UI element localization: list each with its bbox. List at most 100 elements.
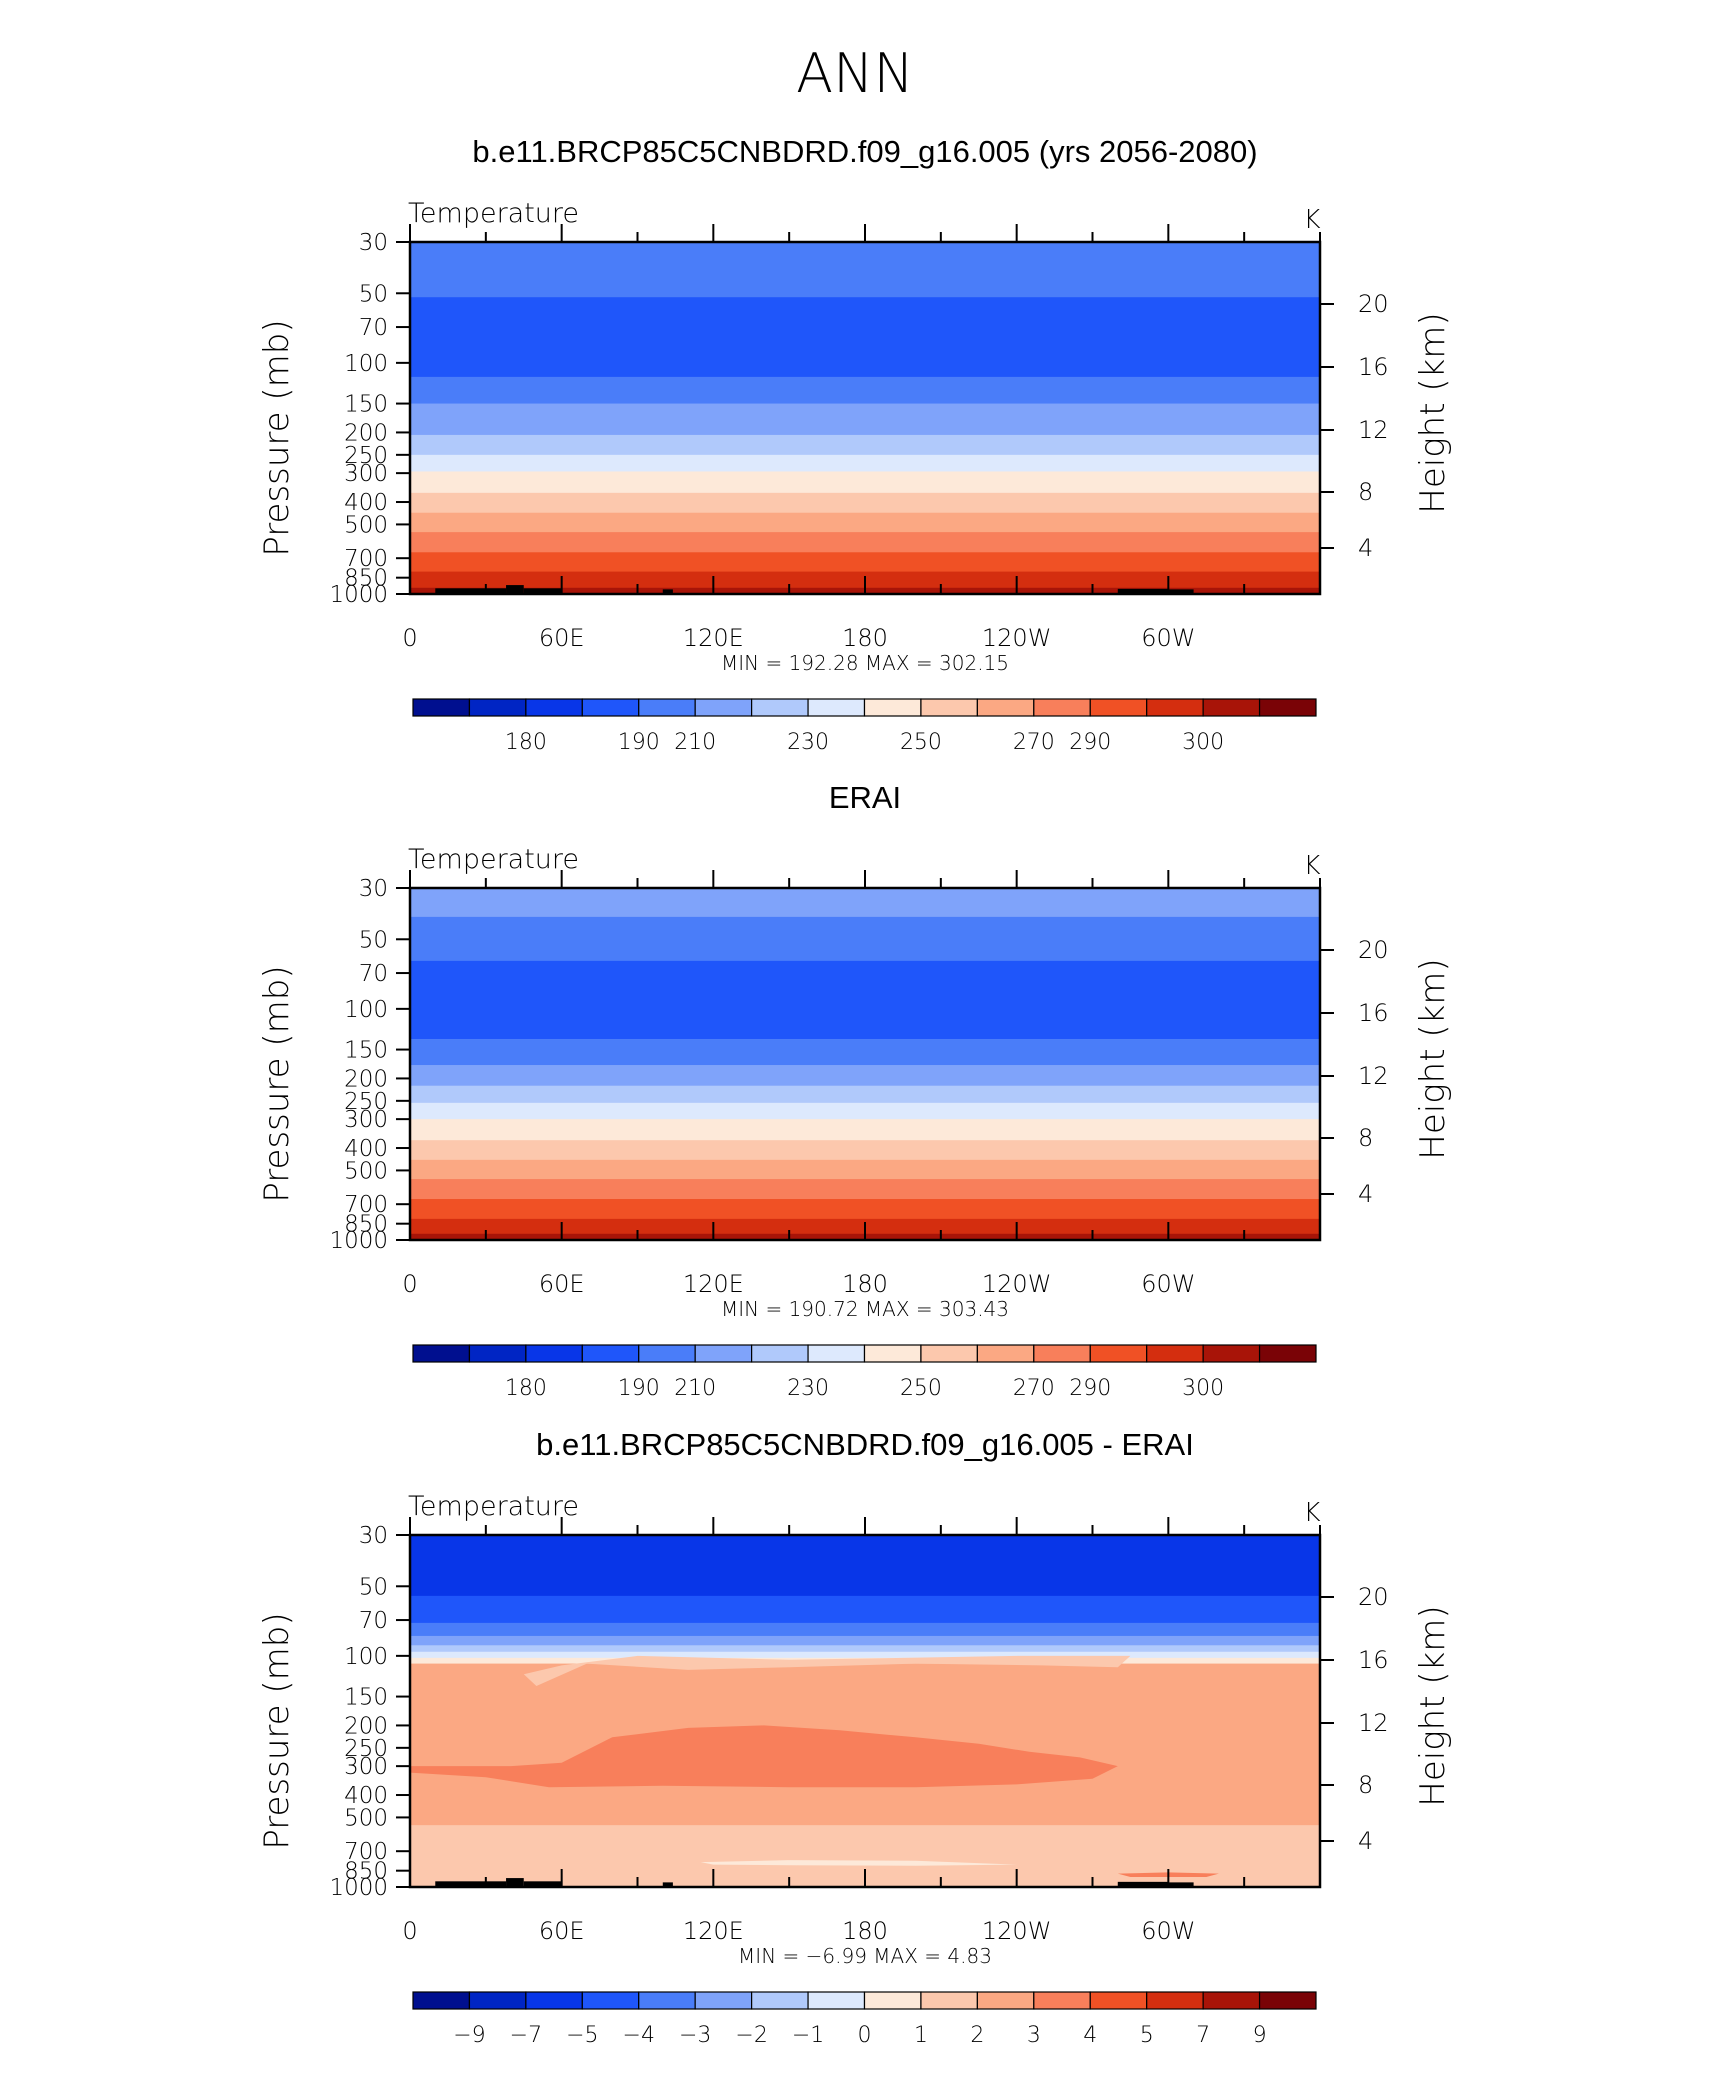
colorbar-box bbox=[412, 1991, 471, 2010]
colorbar-box bbox=[581, 698, 640, 717]
contour-band bbox=[410, 1159, 1320, 1180]
y-axis-label: Pressure (mb) bbox=[257, 1612, 297, 1849]
contour-band bbox=[410, 1038, 1320, 1066]
contour-band bbox=[410, 1622, 1320, 1637]
y-tick-label: 50 bbox=[359, 1574, 388, 1600]
colorbar-box bbox=[1033, 698, 1091, 717]
x-tick-label: 0 bbox=[402, 624, 417, 652]
panel-title: ERAI bbox=[829, 780, 901, 815]
terrain-mask bbox=[1117, 1881, 1169, 1887]
y-tick-label: 30 bbox=[359, 876, 388, 902]
y-tick-label: 850 bbox=[344, 566, 388, 592]
panel-2: ERAI Temperature K 0 60E 120E 180 120W 60W 30 50 70… bbox=[257, 780, 1453, 1401]
y-tick-label: 700 bbox=[344, 1192, 388, 1218]
colorbar-box bbox=[1202, 1344, 1261, 1363]
x-tick-label: 60E bbox=[539, 1917, 585, 1945]
colorbar-label: −7 bbox=[510, 2023, 542, 2048]
terrain-mask bbox=[523, 1881, 562, 1887]
terrain-mask bbox=[1117, 588, 1169, 594]
y2-tick-label: 8 bbox=[1358, 478, 1373, 506]
y2-tick-label: 4 bbox=[1358, 1180, 1373, 1208]
contour-band bbox=[410, 1535, 1320, 1597]
y-tick-label: 70 bbox=[359, 315, 388, 341]
plot-area bbox=[410, 1535, 1320, 1887]
colorbar-box bbox=[468, 698, 527, 717]
y-tick-label: 150 bbox=[344, 1685, 388, 1711]
y2-tick-label: 12 bbox=[1358, 416, 1389, 444]
min-max-stats: MIN = 192.28 MAX = 302.15 bbox=[721, 651, 1009, 675]
colorbar-box bbox=[1033, 1991, 1091, 2010]
colorbar-label: 2 bbox=[970, 2023, 984, 2048]
colorbar-box bbox=[976, 698, 1035, 717]
y-tick-label: 300 bbox=[344, 1107, 388, 1133]
colorbar-box bbox=[863, 1344, 922, 1363]
panels: b.e11.BRCP85C5CNBDRD.f09_g16.005 (yrs 20… bbox=[257, 134, 1453, 2048]
colorbar-label: 190 bbox=[618, 1376, 660, 1401]
colorbar-box bbox=[807, 1344, 866, 1363]
contour-band bbox=[410, 552, 1320, 573]
x-tick-label: 120W bbox=[982, 624, 1052, 652]
contour-band bbox=[410, 297, 1320, 378]
colorbar-label: 250 bbox=[900, 730, 942, 755]
contour-band bbox=[410, 1085, 1320, 1104]
y2-tick-label: 12 bbox=[1358, 1709, 1389, 1737]
colorbar-box bbox=[1146, 1344, 1204, 1363]
colorbar-box bbox=[525, 1991, 583, 2010]
colorbar-label: 300 bbox=[1182, 730, 1224, 755]
colorbar-box bbox=[1202, 1991, 1261, 2010]
colorbar-box bbox=[638, 1344, 696, 1363]
y-tick-label: 50 bbox=[359, 927, 388, 953]
colorbar-label: 300 bbox=[1182, 1376, 1224, 1401]
y-tick-label: 200 bbox=[344, 1713, 388, 1739]
contour-band bbox=[410, 1635, 1320, 1646]
contour-band bbox=[410, 471, 1320, 494]
y-tick-label: 150 bbox=[344, 1038, 388, 1064]
units-label: K bbox=[1303, 851, 1320, 881]
contour-band bbox=[410, 1179, 1320, 1200]
y-tick-label: 100 bbox=[344, 351, 388, 377]
colorbar-label: 270 bbox=[1013, 1376, 1055, 1401]
colorbar-label: −2 bbox=[735, 2023, 767, 2048]
colorbar-label: 190 bbox=[618, 730, 660, 755]
x-tick-label: 60E bbox=[539, 1270, 585, 1298]
y-tick-label: 1000 bbox=[329, 582, 388, 608]
y-tick-label: 200 bbox=[344, 420, 388, 446]
y-tick-label: 70 bbox=[359, 961, 388, 987]
contour-band bbox=[410, 242, 1320, 298]
colorbar-box bbox=[581, 1344, 640, 1363]
y2-tick-label: 4 bbox=[1358, 1827, 1373, 1855]
colorbar-box bbox=[525, 698, 583, 717]
colorbar-box bbox=[1202, 698, 1261, 717]
panel-title: b.e11.BRCP85C5CNBDRD.f09_g16.005 (yrs 20… bbox=[472, 134, 1257, 169]
colorbar-label: 1 bbox=[914, 2023, 928, 2048]
y-tick-label: 400 bbox=[344, 490, 388, 516]
contour-band bbox=[410, 512, 1320, 533]
y-tick-label: 400 bbox=[344, 1136, 388, 1162]
y2-axis-label: Height (km) bbox=[1413, 312, 1453, 513]
x-tick-label: 120W bbox=[982, 1270, 1052, 1298]
y-tick-label: 50 bbox=[359, 281, 388, 307]
terrain-mask bbox=[435, 1881, 507, 1887]
y2-axis-label: Height (km) bbox=[1413, 958, 1453, 1159]
colorbar-box bbox=[863, 1991, 922, 2010]
colorbar-box bbox=[412, 1344, 471, 1363]
contour-band bbox=[410, 492, 1320, 514]
y-tick-label: 30 bbox=[359, 1523, 388, 1549]
x-tick-label: 180 bbox=[842, 624, 888, 652]
x-tick-label: 120E bbox=[683, 1917, 744, 1945]
colorbar-label: 180 bbox=[505, 1376, 547, 1401]
colorbar-label: 9 bbox=[1253, 2023, 1267, 2048]
colorbar-box bbox=[694, 1991, 753, 2010]
y-tick-label: 850 bbox=[344, 1859, 388, 1885]
contour-band bbox=[410, 960, 1320, 1040]
x-tick-label: 120E bbox=[683, 1270, 744, 1298]
colorbar-label: 230 bbox=[787, 730, 829, 755]
colorbar-box bbox=[694, 1344, 753, 1363]
colorbar-box bbox=[1258, 698, 1317, 717]
colorbar-box bbox=[751, 1344, 809, 1363]
y2-tick-label: 20 bbox=[1358, 936, 1389, 964]
y-axis-label: Pressure (mb) bbox=[257, 319, 297, 556]
x-tick-label: 0 bbox=[402, 1270, 417, 1298]
plot-area bbox=[410, 888, 1320, 1240]
y-tick-label: 500 bbox=[344, 1158, 388, 1184]
